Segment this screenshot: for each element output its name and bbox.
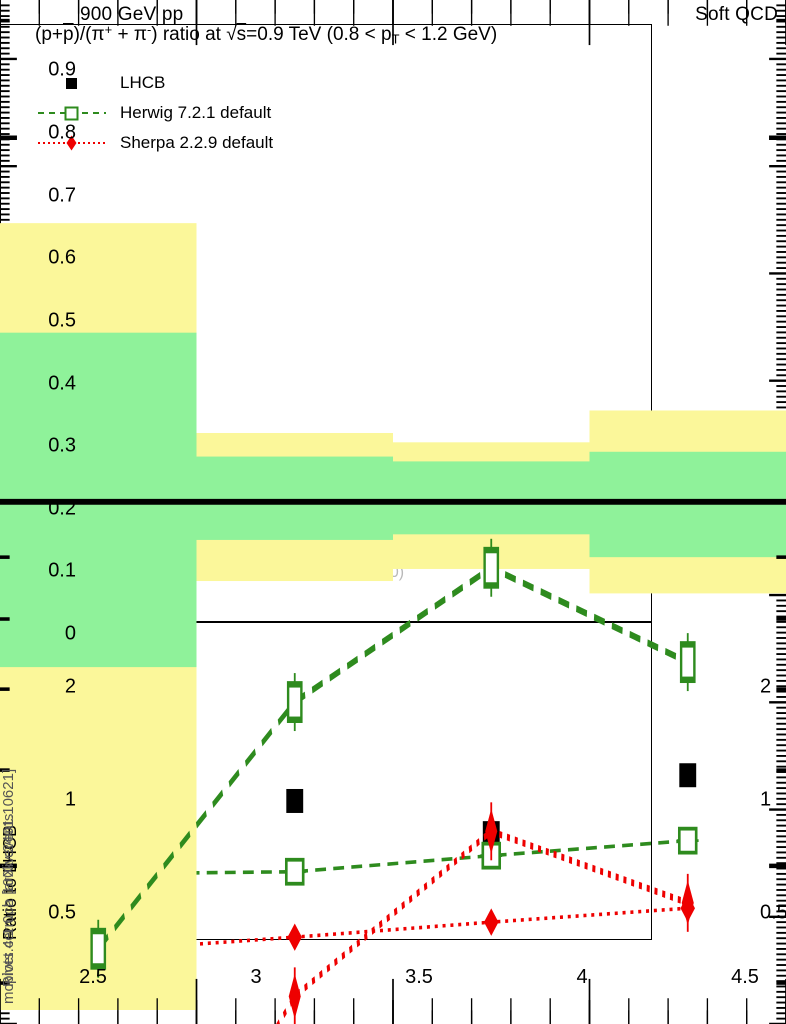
y-tick-label: 0.9 xyxy=(48,58,76,81)
y-tick-label: 0.6 xyxy=(48,246,76,269)
y-tick-label: 0.1 xyxy=(48,559,76,582)
x-axis-tick-labels: 2.5 3 3.5 4 4.5 xyxy=(0,966,786,994)
plot-title: (p+p)/(π+ + π-) ratio at √s=0.9 TeV (0.8… xyxy=(35,22,498,47)
legend: LHCB Herwig 7.2.1 default Sherpa 2.2.9 d… xyxy=(30,68,273,158)
ratio-series-markers xyxy=(90,538,696,1024)
legend-key-lhcb xyxy=(30,72,114,94)
x-tick-label: 3.5 xyxy=(405,966,433,988)
ratio-y-tick-label: 1 xyxy=(64,788,76,811)
x-tick-label: 2.5 xyxy=(79,966,107,988)
legend-label-lhcb: LHCB xyxy=(120,73,166,92)
y-axis-tick-labels-ratio-right: 2 1 0.5 xyxy=(750,644,786,962)
y-tick-label: 0 xyxy=(64,622,76,645)
y-axis-tick-labels-main: 0.9 0.8 0.7 0.6 0.5 0.4 0.3 0.2 0.1 0 xyxy=(0,36,86,645)
legend-key-sherpa xyxy=(30,132,114,154)
y-tick-label: 0.7 xyxy=(48,184,76,207)
legend-item-sherpa: Sherpa 2.2.9 default xyxy=(30,128,273,158)
x-tick-label: 3 xyxy=(250,966,262,988)
ratio-y-tick-label: 2 xyxy=(760,675,772,698)
y-tick-label: 0.8 xyxy=(48,121,76,144)
y-axis-tick-labels-ratio-left: 2 1 0.5 xyxy=(0,644,86,962)
x-tick-label: 4.5 xyxy=(731,966,759,988)
ratio-y-tick-label: 2 xyxy=(64,675,76,698)
legend-label-sherpa: Sherpa 2.2.9 default xyxy=(120,133,274,152)
y-tick-label: 0.5 xyxy=(48,309,76,332)
header-right-label: Soft QCD xyxy=(695,4,778,25)
x-tick-label: 4 xyxy=(576,966,588,988)
mcplots-credit-label: mcplots.cern.ch [arXiv:2401.10621] xyxy=(0,769,17,1005)
legend-item-herwig: Herwig 7.2.1 default xyxy=(30,98,273,128)
legend-item-lhcb: LHCB xyxy=(30,68,273,98)
ratio-y-tick-label: 0.5 xyxy=(48,901,76,924)
ratio-uncertainty-bands xyxy=(0,223,786,1010)
ratio-y-tick-label: 1 xyxy=(760,788,772,811)
y-tick-label: 0.3 xyxy=(48,434,76,457)
legend-key-herwig xyxy=(30,102,114,124)
ratio-series-curves xyxy=(97,564,688,1024)
ratio-y-tick-label: 0.5 xyxy=(760,901,786,924)
y-tick-label: 0.4 xyxy=(48,372,76,395)
y-tick-label: 0.2 xyxy=(48,497,76,520)
legend-label-herwig: Herwig 7.2.1 default xyxy=(120,103,272,122)
